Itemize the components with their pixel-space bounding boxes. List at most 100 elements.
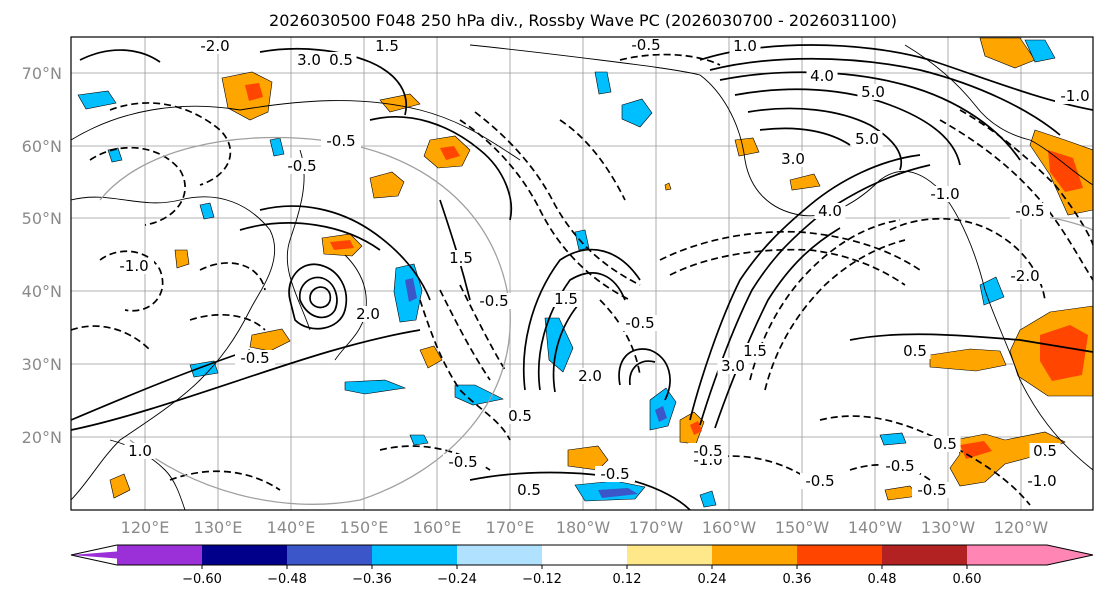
- colorbar-tick-label: −0.48: [267, 572, 307, 587]
- contour-label-bg: [857, 84, 889, 100]
- negative-contour-label: -1.0: [1027, 472, 1056, 490]
- contour-label-bg: [814, 203, 846, 219]
- colorbar-segment: [457, 545, 543, 565]
- contour-label-bg: [851, 131, 883, 147]
- contour-label-bg: [574, 368, 606, 384]
- positive-contour-label: 0.5: [933, 435, 957, 453]
- positive-contour-label: 5.0: [861, 83, 885, 101]
- lon-label: 120°E: [121, 518, 170, 537]
- contour-label-bg: [1029, 443, 1061, 459]
- lon-label: 160°W: [702, 518, 757, 537]
- positive-contour-label: 1.5: [743, 342, 767, 360]
- colorbar-segment: [712, 545, 798, 565]
- lon-label: 170°E: [486, 518, 535, 537]
- negative-contour-label: -0.5: [600, 465, 629, 483]
- positive-contour-label: 2.0: [356, 305, 380, 323]
- negative-contour-label: -0.5: [479, 292, 508, 310]
- negative-contour-label: -1.0: [930, 185, 959, 203]
- negative-contour-label: -0.5: [1015, 202, 1044, 220]
- lon-label: 120°W: [994, 518, 1049, 537]
- contour-label-bg: [114, 258, 154, 274]
- lon-label: 150°E: [340, 518, 389, 537]
- map-frame: [70, 36, 1094, 511]
- colorbar-tick-label: 0.12: [613, 572, 642, 587]
- lon-label: 140°E: [267, 518, 316, 537]
- colorbar-segment: [202, 545, 288, 565]
- colorbar-tick-label: 0.36: [783, 572, 812, 587]
- negative-contour-label: -0.5: [805, 472, 834, 490]
- colorbar-tick-label: −0.12: [522, 572, 562, 587]
- negative-contour-label: -1.0: [119, 257, 148, 275]
- lat-label: 70°N: [22, 64, 62, 83]
- lon-label: 130°E: [194, 518, 243, 537]
- contour-label-bg: [445, 250, 477, 266]
- contour-label-bg: [474, 293, 514, 309]
- contour-label-bg: [550, 291, 582, 307]
- negative-contour-label: -0.5: [917, 481, 946, 499]
- positive-contour-label: 1.0: [733, 37, 757, 55]
- negative-contour-label: -0.5: [287, 157, 316, 175]
- contour-label-bg: [620, 315, 660, 331]
- colorbar-segment: [117, 545, 203, 565]
- figure-title: 2026030500 F048 250 hPa div., Rossby Wav…: [269, 11, 897, 30]
- contour-label-bg: [777, 151, 809, 167]
- contour-label-bg: [806, 68, 838, 84]
- negative-contour-label: -0.5: [240, 349, 269, 367]
- colorbar-segment: [542, 545, 628, 565]
- contour-label-bg: [717, 358, 749, 374]
- contour-label-bg: [443, 454, 483, 470]
- positive-contour-label: 0.5: [1033, 442, 1057, 460]
- contour-label-bg: [729, 38, 761, 54]
- colorbar: −0.60 −0.48 −0.36 −0.24 −0.12 0.12 0.24 0.36 0.4…: [70, 544, 1094, 587]
- contour-label-bg: [626, 37, 666, 53]
- positive-contour-label: 0.5: [329, 51, 353, 69]
- colorbar-segment: [882, 545, 968, 565]
- negative-contour-label: -0.5: [448, 453, 477, 471]
- colorbar-tick-label: −0.24: [437, 572, 477, 587]
- colorbar-outline: [70, 544, 1094, 566]
- longitude-labels: 120°E 130°E 140°E 150°E 160°E 170°E 180°W 170°W…: [121, 518, 1049, 537]
- contour-label-bg: [688, 443, 728, 459]
- positive-contour-label: 1.5: [554, 290, 578, 308]
- positive-contour-label: 4.0: [818, 202, 842, 220]
- contour-label-bg: [929, 436, 961, 452]
- negative-contour-label: -2.0: [1010, 267, 1039, 285]
- colorbar-segment: [372, 545, 458, 565]
- lon-label: 150°W: [775, 518, 830, 537]
- contour-label-bg: [1010, 203, 1050, 219]
- positive-contour-label: 1.5: [449, 249, 473, 267]
- colorbar-extend-high: [1047, 545, 1093, 565]
- contour-label-bg: [739, 343, 771, 359]
- contour-label-bg: [925, 186, 965, 202]
- contour-labels: 3.01.50.51.04.05.05.03.01.51.50.50.53.02…: [114, 36, 1093, 499]
- colorbar-segment: [967, 545, 1047, 565]
- negative-contour-label: -2.0: [200, 37, 229, 55]
- lat-label: 30°N: [22, 355, 62, 374]
- colorbar-tick-label: −0.36: [352, 572, 392, 587]
- contour-label-bg: [235, 350, 275, 366]
- positive-contour-label: 0.5: [508, 407, 532, 425]
- contour-label-bg: [595, 466, 635, 482]
- negative-contours: [71, 53, 1093, 506]
- contour-label-bg: [513, 482, 545, 498]
- lon-label: 130°W: [921, 518, 976, 537]
- latitude-labels: 70°N 60°N 50°N 40°N 30°N 20°N: [22, 64, 62, 447]
- colorbar-tick-label: −0.60: [182, 572, 222, 587]
- positive-contours: [71, 44, 1093, 510]
- contour-label-bg: [352, 306, 384, 322]
- contour-label-bg: [912, 482, 952, 498]
- contour-label-bg: [293, 52, 325, 68]
- positive-contour-label: 0.5: [517, 481, 541, 499]
- positive-contour-label: 3.0: [721, 357, 745, 375]
- positive-contour-label: 1.0: [128, 442, 152, 460]
- lon-label: 170°W: [629, 518, 684, 537]
- negative-contour-label: -0.5: [326, 132, 355, 150]
- negative-contour-label: -0.5: [631, 36, 660, 54]
- positive-contour-label: 0.5: [903, 342, 927, 360]
- positive-contour-label: 3.0: [781, 150, 805, 168]
- contour-label-bg: [371, 38, 403, 54]
- colorbar-tick-label: 0.48: [868, 572, 897, 587]
- positive-contour-label: 2.0: [578, 367, 602, 385]
- contour-label-bg: [124, 443, 156, 459]
